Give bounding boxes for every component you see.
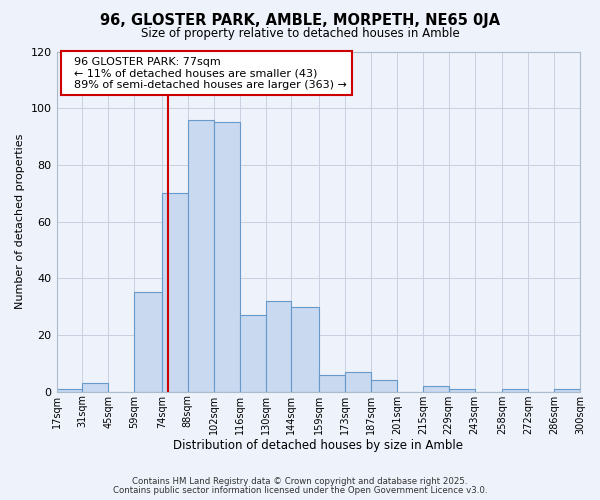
Bar	[239, 315, 266, 392]
Bar	[188, 120, 214, 392]
Bar	[292, 306, 319, 392]
Text: 96, GLOSTER PARK, AMBLE, MORPETH, NE65 0JA: 96, GLOSTER PARK, AMBLE, MORPETH, NE65 0…	[100, 12, 500, 28]
Bar	[266, 301, 292, 392]
Text: Contains public sector information licensed under the Open Government Licence v3: Contains public sector information licen…	[113, 486, 487, 495]
Bar	[502, 389, 528, 392]
Bar	[554, 389, 580, 392]
Bar	[134, 292, 162, 392]
Bar	[319, 374, 345, 392]
X-axis label: Distribution of detached houses by size in Amble: Distribution of detached houses by size …	[173, 440, 463, 452]
Bar	[371, 380, 397, 392]
Text: Contains HM Land Registry data © Crown copyright and database right 2025.: Contains HM Land Registry data © Crown c…	[132, 477, 468, 486]
Y-axis label: Number of detached properties: Number of detached properties	[15, 134, 25, 310]
Text: Size of property relative to detached houses in Amble: Size of property relative to detached ho…	[140, 28, 460, 40]
Bar	[449, 389, 475, 392]
Bar	[345, 372, 371, 392]
Bar	[56, 389, 82, 392]
Bar	[82, 383, 109, 392]
Bar	[423, 386, 449, 392]
Text: 96 GLOSTER PARK: 77sqm
  ← 11% of detached houses are smaller (43)
  89% of semi: 96 GLOSTER PARK: 77sqm ← 11% of detached…	[67, 56, 347, 90]
Bar	[162, 193, 188, 392]
Bar	[214, 122, 239, 392]
